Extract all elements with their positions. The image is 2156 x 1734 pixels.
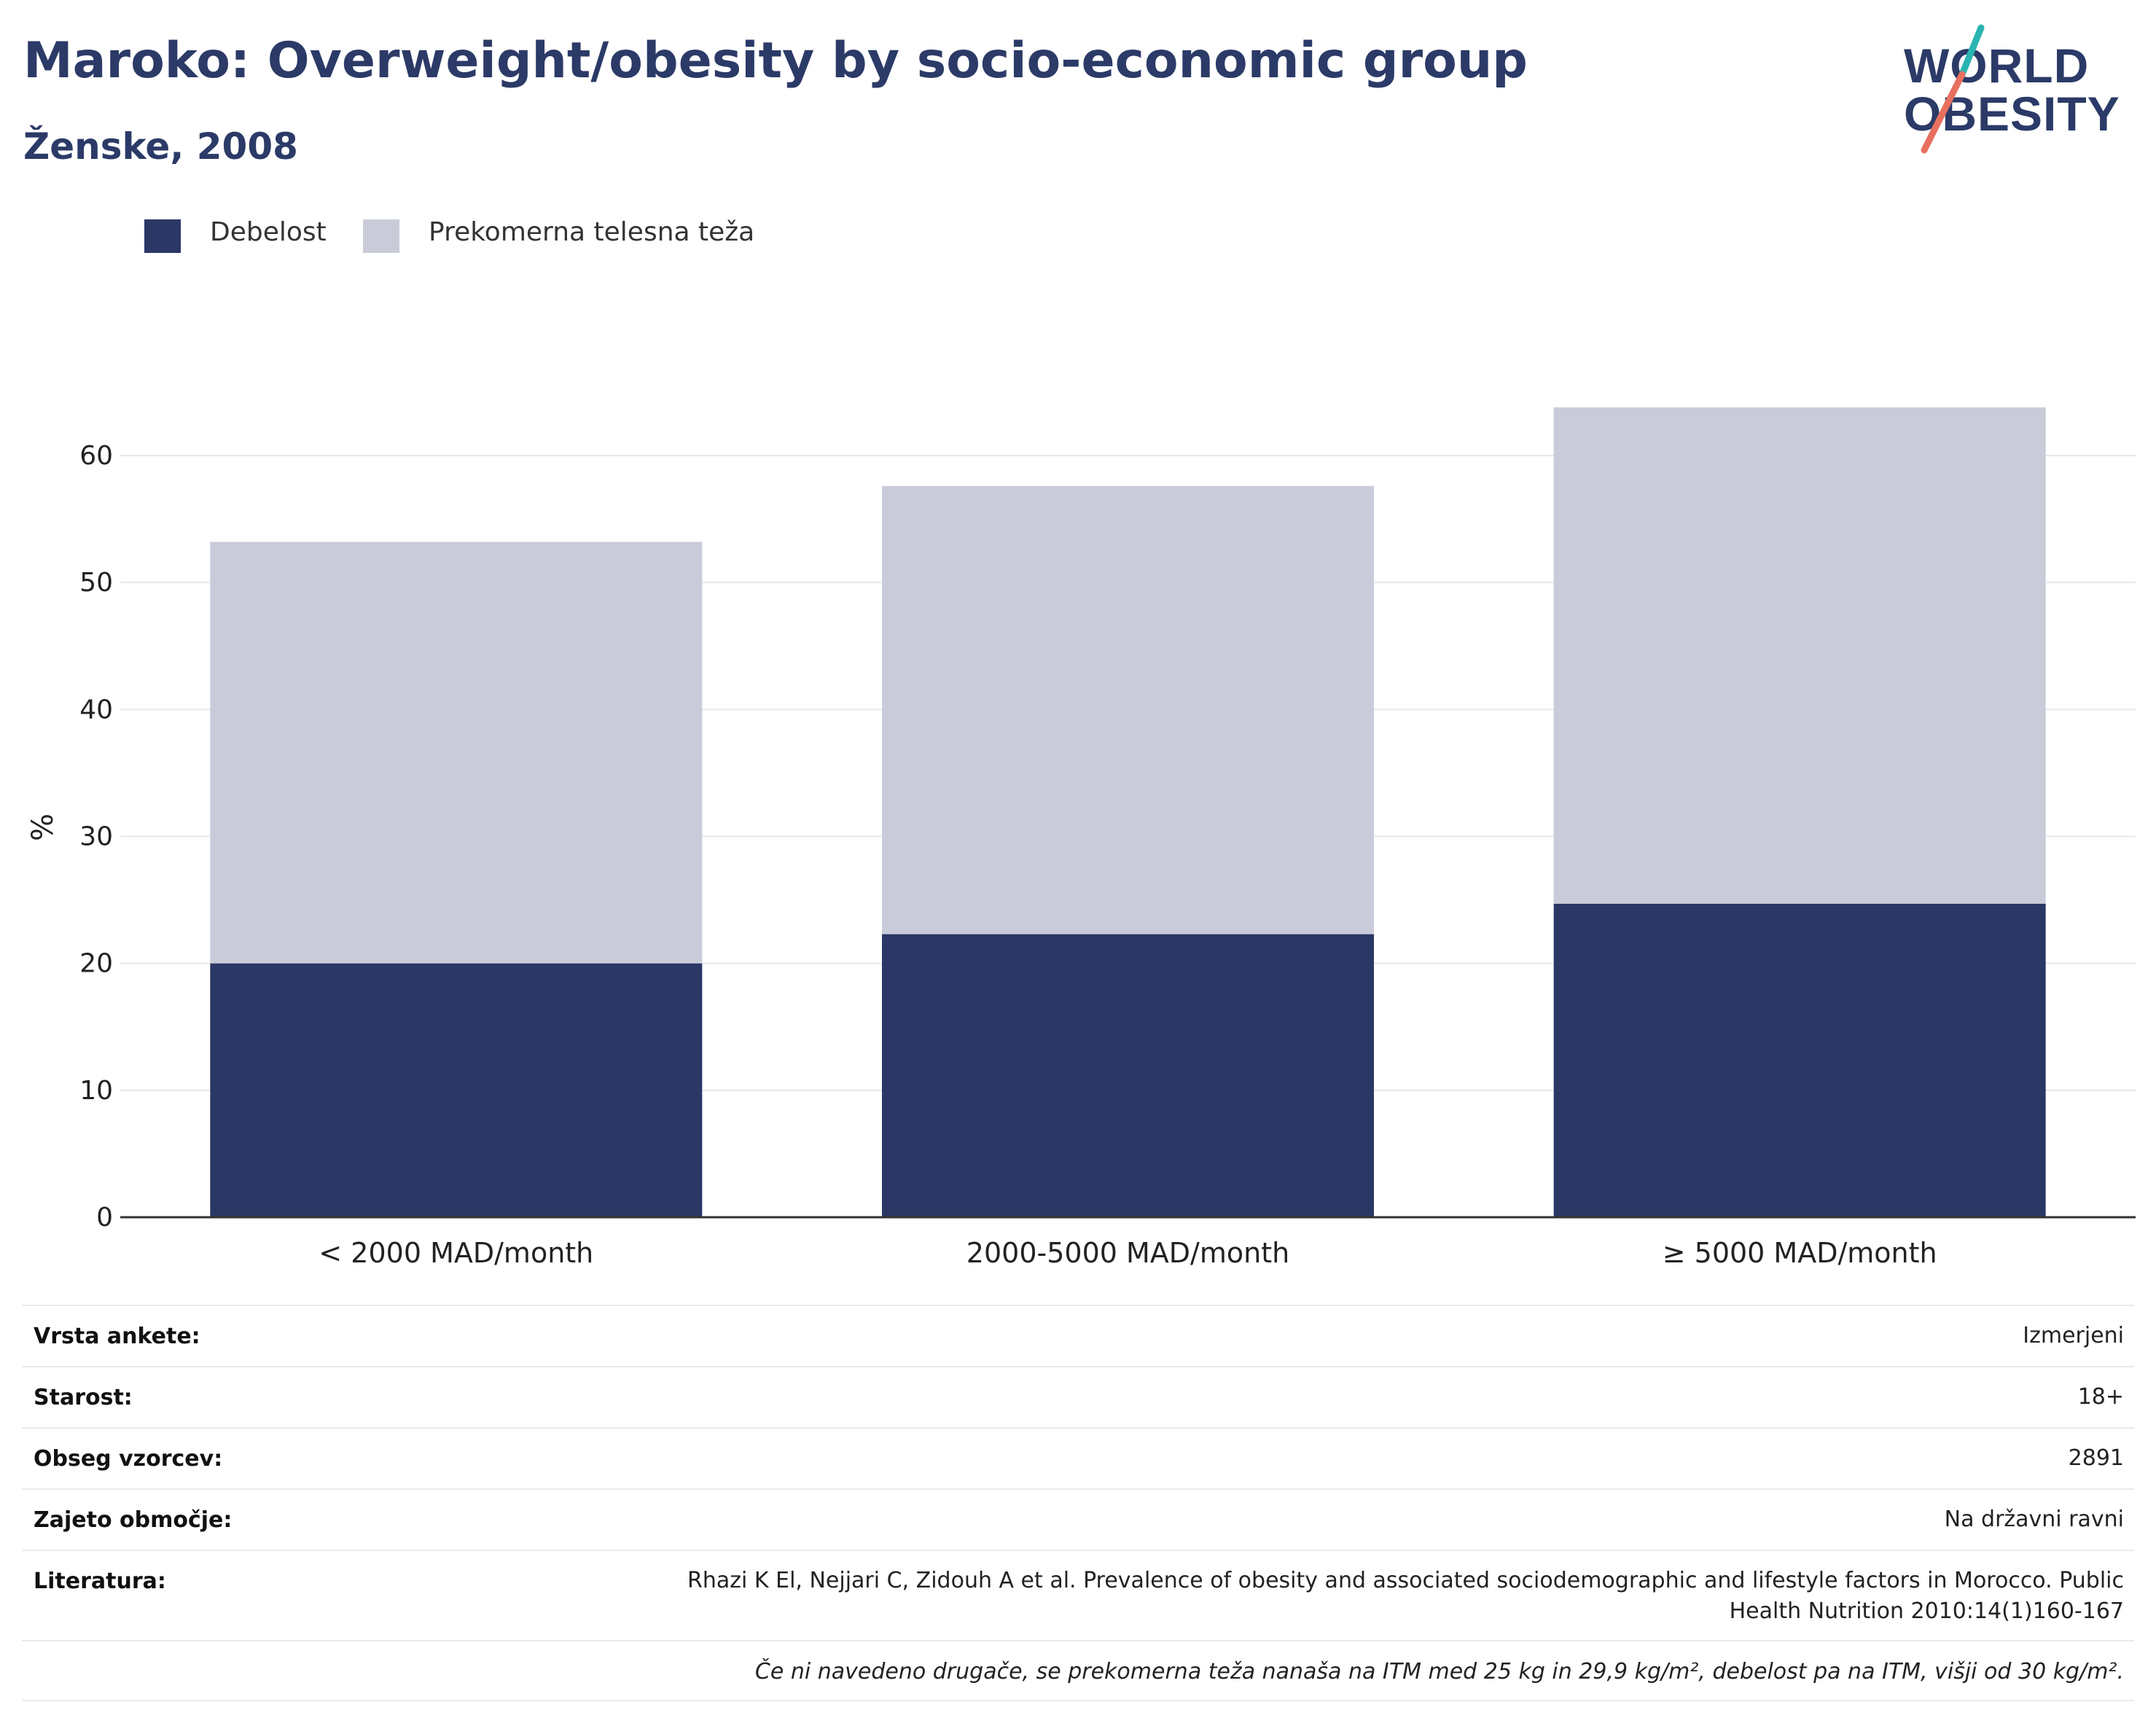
x-tick-label: 2000-5000 MAD/month: [966, 1237, 1289, 1269]
info-row-sample-size: Obseg vzorcev: 2891: [22, 1427, 2134, 1488]
bar-debelost-2: [1553, 903, 2046, 1217]
info-value-survey-type: Izmerjeni: [2023, 1323, 2124, 1348]
info-row-survey-type: Vrsta ankete: Izmerjeni: [22, 1305, 2134, 1366]
bar-debelost-1: [882, 934, 1374, 1217]
info-label-area: Zajeto območje:: [34, 1507, 233, 1533]
info-value-literature: Rhazi K El, Nejjari C, Zidouh A et al. P…: [687, 1568, 2124, 1624]
info-label-survey-type: Vrsta ankete:: [34, 1324, 200, 1349]
logo-text-world: WORLD: [1904, 39, 2090, 93]
info-label-literature: Literatura:: [34, 1569, 166, 1594]
info-row-area: Zajeto območje: Na državni ravni: [22, 1488, 2134, 1550]
stacked-bar-chart: 0 10 20 30 40 50 60 < 2000 MAD/month 2000-5000 M…: [26, 407, 2136, 1269]
x-tick-label: < 2000 MAD/month: [319, 1237, 593, 1269]
bar-debelost-0: [210, 963, 703, 1217]
bar-prekomerna-1: [882, 485, 1374, 934]
info-row-age: Starost: 18+: [22, 1366, 2134, 1427]
bar-prekomerna-2: [1553, 407, 2046, 904]
info-row-literature: Literatura: Rhazi K El, Nejjari C, Zidou…: [22, 1550, 2134, 1640]
y-tick-label: 40: [79, 695, 113, 725]
info-value-area: Na državni ravni: [1944, 1507, 2124, 1532]
x-tick-label: ≥ 5000 MAD/month: [1663, 1237, 1937, 1269]
logo-slash-icon: [1921, 24, 1985, 154]
chart-title: Maroko: Overweight/obesity by socio-econ…: [23, 32, 1528, 90]
y-tick-label: 30: [79, 822, 113, 852]
info-label-sample-size: Obseg vzorcev:: [34, 1446, 223, 1472]
world-obesity-logo[interactable]: WORLD OBESITY: [1895, 22, 2143, 160]
y-tick-label: 50: [79, 568, 113, 598]
survey-info-table: Vrsta ankete: Izmerjeni Starost: 18+ Obs…: [22, 1305, 2134, 1701]
y-tick-label: 20: [79, 949, 113, 979]
y-axis-label: %: [26, 813, 60, 841]
info-value-age: 18+: [2077, 1384, 2124, 1410]
info-row-note: Če ni navedeno drugače, se prekomerna te…: [22, 1640, 2134, 1701]
legend-swatch-debelost: [144, 219, 181, 253]
legend-swatch-prekomerna: [363, 219, 399, 253]
info-value-sample-size: 2891: [2068, 1445, 2124, 1471]
y-tick-label: 60: [79, 441, 113, 471]
legend-label-prekomerna: Prekomerna telesna teža: [429, 217, 755, 247]
chart-subtitle: Ženske, 2008: [23, 125, 298, 168]
legend-label-debelost: Debelost: [210, 217, 327, 247]
info-label-age: Starost:: [34, 1385, 133, 1410]
bar-prekomerna-0: [210, 542, 703, 964]
info-note: Če ni navedeno drugače, se prekomerna te…: [754, 1659, 2124, 1684]
y-tick-label: 0: [96, 1203, 113, 1233]
y-tick-label: 10: [79, 1076, 113, 1106]
